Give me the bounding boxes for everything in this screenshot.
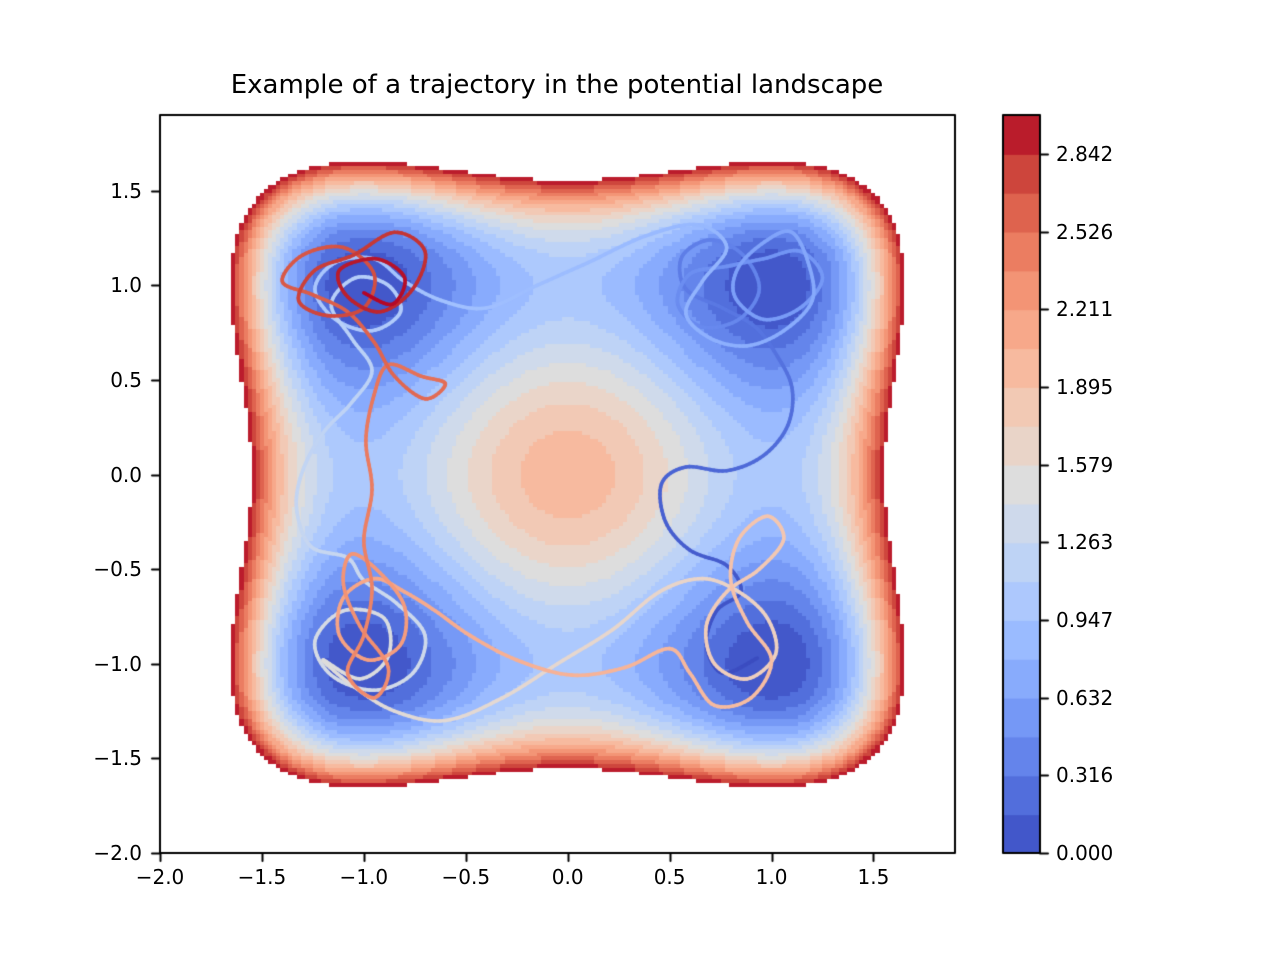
- y-tick-label: 0.0: [110, 462, 142, 487]
- colorbar-tick-label: 1.579: [1056, 452, 1114, 477]
- colorbar-tick-label: 2.526: [1056, 219, 1114, 244]
- chart-title: Example of a trajectory in the potential…: [230, 70, 884, 100]
- y-tick-label: −1.5: [93, 746, 142, 771]
- colorbar-tick-label: 2.842: [1056, 141, 1114, 166]
- colorbar-tick-label: 2.211: [1056, 297, 1114, 322]
- colorbar-tick-label: 1.263: [1056, 530, 1114, 555]
- y-tick-label: 0.5: [110, 367, 142, 392]
- x-tick-label: −0.5: [441, 865, 491, 889]
- colorbar-tick-label: 0.947: [1056, 608, 1114, 633]
- x-tick-label: −1.0: [339, 865, 389, 889]
- colorbar-tick-label: 0.316: [1056, 763, 1114, 788]
- colorbar-tick-label: 0.632: [1056, 685, 1114, 710]
- y-tick-label: −2.0: [93, 841, 142, 865]
- x-tick-label: −2.0: [135, 865, 185, 889]
- x-tick-label: −1.5: [237, 865, 287, 889]
- y-tick-label: −0.5: [93, 557, 142, 582]
- y-tick-label: 1.0: [110, 273, 142, 298]
- colorbar-tick-label: 0.000: [1056, 841, 1114, 865]
- x-tick-label: 0.0: [551, 865, 584, 889]
- y-tick-label: −1.0: [93, 651, 142, 676]
- y-tick-label: 1.5: [110, 178, 142, 203]
- colorbar-tick-label: 1.895: [1056, 374, 1114, 399]
- x-tick-label: 0.5: [653, 865, 686, 889]
- x-tick-label: 1.0: [755, 865, 788, 889]
- x-tick-label: 1.5: [857, 865, 890, 889]
